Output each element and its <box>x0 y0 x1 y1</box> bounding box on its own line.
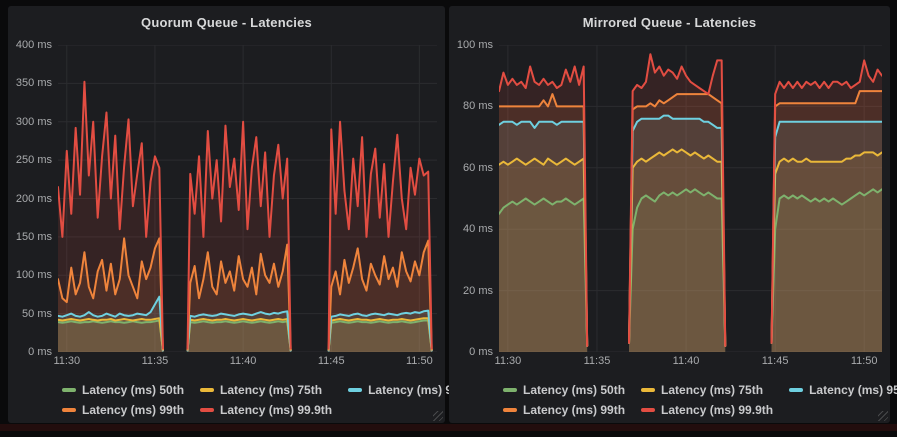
legend-series-label: Latency (ms) 75th <box>661 383 764 397</box>
panel-quorum-queue-latencies: Quorum Queue - Latencies 400 ms 350 ms 300… <box>8 6 470 423</box>
x-axis: 11:30 11:35 11:40 11:45 11:50 <box>53 355 437 371</box>
x-tick-label: 11:30 <box>494 355 522 367</box>
legend-series-swatch-icon <box>641 408 656 412</box>
x-tick-label: 11:50 <box>850 355 878 367</box>
legend-series-label: Latency (ms) 95th <box>809 383 897 397</box>
y-tick-label: 20 ms <box>463 284 493 297</box>
legend: Latency (ms) 50th Latency (ms) 75th Latenc… <box>62 383 470 417</box>
legend-item-95th[interactable]: Latency (ms) 95th <box>348 383 470 397</box>
legend-series-label: Latency (ms) 99.9th <box>220 403 333 417</box>
panel-title[interactable]: Mirrored Queue - Latencies <box>582 15 757 30</box>
legend-series-swatch-icon <box>200 388 215 392</box>
panel-resize-handle[interactable] <box>433 411 443 421</box>
latency-chart-svg <box>499 45 882 352</box>
legend-series-swatch-icon <box>62 388 76 392</box>
panel-resize-handle[interactable] <box>878 411 888 421</box>
y-tick-label: 200 ms <box>15 192 52 205</box>
legend-item-75th[interactable]: Latency (ms) 75th <box>200 383 332 397</box>
y-tick-label: 300 ms <box>15 115 52 128</box>
legend-item-95th[interactable]: Latency (ms) 95th <box>789 383 897 397</box>
legend-item-99.9th[interactable]: Latency (ms) 99.9th <box>200 403 332 417</box>
chart-row: 100 ms 80 ms 60 ms 40 ms 20 ms 0 ms <box>449 39 890 358</box>
legend-series-label: Latency (ms) 99th <box>523 403 626 417</box>
y-tick-label: 250 ms <box>15 154 52 167</box>
x-tick-label: 11:40 <box>229 355 257 367</box>
legend-series-swatch-icon <box>62 408 76 412</box>
x-tick-label: 11:50 <box>406 355 433 367</box>
legend: Latency (ms) 50th Latency (ms) 75th Latenc… <box>503 383 897 417</box>
legend-series-swatch-icon <box>503 408 517 412</box>
latency-chart-svg <box>58 45 437 352</box>
y-axis: 100 ms 80 ms 60 ms 40 ms 20 ms 0 ms <box>449 39 499 358</box>
legend-series-swatch-icon <box>503 388 517 392</box>
legend-item-75th[interactable]: Latency (ms) 75th <box>641 383 773 397</box>
plot-area[interactable] <box>499 45 882 352</box>
plot-area[interactable] <box>58 45 437 352</box>
y-tick-label: 100 ms <box>15 269 52 282</box>
x-tick-label: 11:30 <box>53 355 81 367</box>
x-tick-label: 11:40 <box>672 355 700 367</box>
legend-series-label: Latency (ms) 50th <box>523 383 626 397</box>
legend-series-label: Latency (ms) 95th <box>368 383 471 397</box>
x-tick-label: 11:35 <box>583 355 611 367</box>
legend-series-swatch-icon <box>348 388 363 392</box>
panel-mirrored-queue-latencies: Mirrored Queue - Latencies 100 ms 80 ms 60… <box>449 6 897 423</box>
legend-item-50th[interactable]: Latency (ms) 50th <box>503 383 625 397</box>
y-tick-label: 150 ms <box>15 230 52 243</box>
y-tick-label: 50 ms <box>22 307 52 320</box>
y-tick-label: 60 ms <box>463 161 493 174</box>
y-tick-label: 100 ms <box>456 39 493 51</box>
legend-item-99th[interactable]: Latency (ms) 99th <box>62 403 184 417</box>
legend-series-label: Latency (ms) 50th <box>82 383 185 397</box>
y-tick-label: 400 ms <box>15 39 52 51</box>
y-tick-label: 0 ms <box>28 346 52 358</box>
y-tick-label: 350 ms <box>15 77 52 90</box>
legend-item-99.9th[interactable]: Latency (ms) 99.9th <box>641 403 773 417</box>
chart-row: 400 ms 350 ms 300 ms 250 ms 200 ms 150 ms 100 … <box>8 39 445 358</box>
x-axis: 11:30 11:35 11:40 11:45 11:50 <box>495 355 882 371</box>
y-tick-label: 80 ms <box>463 100 493 113</box>
y-tick-label: 0 ms <box>469 346 493 358</box>
x-tick-label: 11:45 <box>317 355 345 367</box>
legend-item-50th[interactable]: Latency (ms) 50th <box>62 383 184 397</box>
legend-series-label: Latency (ms) 99.9th <box>661 403 774 417</box>
legend-series-swatch-icon <box>200 408 215 412</box>
legend-series-label: Latency (ms) 75th <box>220 383 323 397</box>
y-tick-label: 40 ms <box>463 223 493 236</box>
y-axis: 400 ms 350 ms 300 ms 250 ms 200 ms 150 ms 100 … <box>8 39 58 358</box>
legend-series-swatch-icon <box>789 388 804 392</box>
footer-strip <box>0 424 897 431</box>
legend-series-label: Latency (ms) 99th <box>82 403 185 417</box>
legend-item-99th[interactable]: Latency (ms) 99th <box>503 403 625 417</box>
x-tick-label: 11:45 <box>761 355 789 367</box>
x-tick-label: 11:35 <box>141 355 169 367</box>
legend-series-swatch-icon <box>641 388 656 392</box>
panel-title[interactable]: Quorum Queue - Latencies <box>141 15 312 30</box>
